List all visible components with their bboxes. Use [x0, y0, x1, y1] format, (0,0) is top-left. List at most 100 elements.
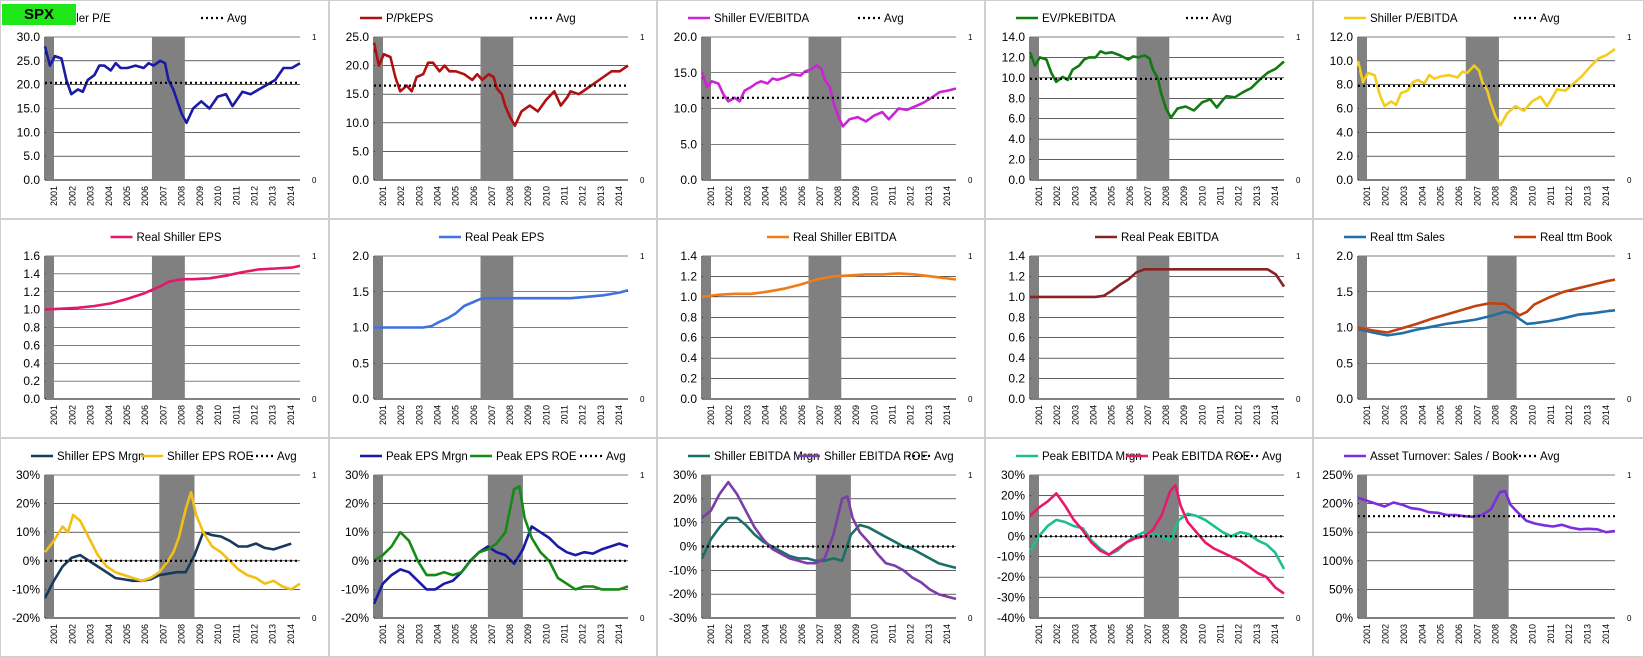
y-tick-label: -40%: [997, 611, 1025, 625]
y-tick-label: 30%: [1001, 468, 1025, 482]
x-tick-label: 2002: [67, 624, 77, 644]
x-tick-label: 2001: [1034, 186, 1044, 206]
y-tick-label: 0.0: [680, 392, 697, 406]
legend-label: EV/PkEBITDA: [1042, 13, 1116, 25]
y-tick-label: 0%: [23, 554, 41, 568]
legend-label: Peak EBITDA ROE: [1152, 451, 1251, 463]
x-tick-label: 2012: [249, 624, 259, 644]
x-tick-label: 2005: [122, 186, 132, 206]
y-tick-label: 25.0: [17, 54, 41, 68]
y-tick-label: -30%: [669, 611, 697, 625]
right-axis-label: 0: [312, 614, 317, 623]
series-line: [700, 516, 957, 570]
x-tick-label: 2005: [779, 405, 789, 425]
x-tick-label: 2002: [1381, 624, 1391, 644]
right-axis-label: 1: [968, 471, 973, 480]
x-tick-label: 2002: [1052, 405, 1062, 425]
right-axis-label: 0: [1296, 614, 1301, 623]
x-tick-label: 2002: [67, 186, 77, 206]
right-axis-label: 1: [1296, 471, 1301, 480]
y-tick-label: 100%: [1322, 554, 1353, 568]
recession-band: [1136, 37, 1170, 180]
chart-panel-7: 0.0 0.5 1.0 1.5 2.0 1 0 2001 2002 2003 2004 2005 200…: [329, 219, 657, 438]
chart-panel-12: -20% -10% 0% 10% 20% 30% 1 0 2001 2002 2003 2004 200…: [329, 438, 657, 657]
x-tick-label: 2010: [213, 624, 223, 644]
x-tick-label: 2007: [1143, 405, 1153, 425]
chart-svg: 0.0 0.2 0.4 0.6 0.8 1.0 1.2 1.4 1 0 2001 2002 2003 20…: [680, 232, 973, 425]
x-tick-label: 2004: [761, 624, 771, 644]
x-tick-label: 2013: [268, 186, 278, 206]
chart-svg: 0.0 0.2 0.4 0.6 0.8 1.0 1.2 1.4 1.6 1 0 2001 2002 200…: [23, 232, 317, 425]
y-tick-label: 10%: [345, 525, 369, 539]
y-tick-label: 15.0: [674, 66, 698, 80]
series-line: [701, 272, 957, 299]
chart-panel-8: 0.0 0.2 0.4 0.6 0.8 1.0 1.2 1.4 1 0 2001 2002 2003 20…: [657, 219, 985, 438]
x-tick-label: 2014: [1601, 186, 1611, 206]
y-tick-label: 20%: [16, 497, 40, 511]
right-axis-label: 1: [1627, 471, 1632, 480]
x-tick-label: 2003: [1399, 186, 1409, 206]
y-tick-label: 50%: [1329, 582, 1353, 596]
y-tick-label: 5.0: [23, 149, 40, 163]
x-tick-label: 2001: [49, 624, 59, 644]
x-tick-label: 2010: [541, 624, 551, 644]
legend-label: Shiller EBITDA Mrgn: [714, 451, 819, 463]
y-tick-label: 15.0: [17, 102, 41, 116]
recession-band: [375, 37, 383, 180]
y-tick-label: 2.0: [1336, 249, 1353, 263]
x-tick-label: 2008: [833, 186, 843, 206]
y-tick-label: 0.0: [352, 392, 369, 406]
recession-band: [1031, 475, 1039, 618]
x-tick-label: 2012: [1564, 624, 1574, 644]
x-tick-label: 2007: [815, 186, 825, 206]
series-line: [372, 42, 629, 127]
y-tick-label: 15.0: [346, 87, 370, 101]
x-tick-label: 2003: [86, 186, 96, 206]
x-tick-label: 2011: [560, 186, 570, 205]
right-axis-label: 1: [640, 252, 645, 261]
chart-svg: -40% -30% -20% -10% 0% 10% 20% 30% 1 0 2001 2002 200…: [997, 451, 1301, 644]
y-tick-label: 0.0: [352, 173, 369, 187]
y-tick-label: 5.0: [352, 144, 369, 158]
x-tick-label: 2014: [286, 624, 296, 644]
x-tick-label: 2005: [451, 186, 461, 206]
y-tick-label: -10%: [997, 550, 1025, 564]
legend-label: Avg: [884, 13, 904, 25]
y-tick-label: 0%: [680, 540, 698, 554]
y-tick-label: 0.0: [1008, 392, 1025, 406]
x-tick-label: 2013: [596, 405, 606, 425]
y-tick-label: 10%: [1001, 509, 1025, 523]
x-tick-label: 2012: [249, 186, 259, 206]
legend-label: Avg: [1212, 13, 1232, 25]
right-axis-label: 1: [1296, 33, 1301, 42]
y-tick-label: 0.0: [1336, 173, 1353, 187]
x-tick-label: 2012: [1564, 186, 1574, 206]
chart-svg: 0.0 5.0 10.0 15.0 20.0 25.0 1 0 2001 2002 2003 2004…: [346, 13, 645, 206]
series-line: [374, 289, 629, 329]
y-tick-label: 2.0: [352, 249, 369, 263]
x-tick-label: 2010: [541, 186, 551, 206]
right-axis-label: 1: [1296, 252, 1301, 261]
x-tick-label: 2003: [1070, 186, 1080, 206]
y-tick-label: -20%: [997, 570, 1025, 584]
y-tick-label: 1.4: [1008, 249, 1025, 263]
x-tick-label: 2002: [1052, 624, 1062, 644]
series-line: [372, 525, 629, 605]
x-tick-label: 2008: [1491, 405, 1501, 425]
x-tick-label: 2007: [158, 405, 168, 425]
x-tick-label: 2004: [1089, 186, 1099, 206]
chart-panel-11: -20% -10% 0% 10% 20% 30% 1 0 2001 2002 2003 2004 200…: [0, 438, 329, 657]
x-tick-label: 2011: [1216, 624, 1226, 643]
recession-band: [1031, 256, 1039, 399]
chart-panel-5: 0.0 2.0 4.0 6.0 8.0 10.0 12.0 1 0 2001 2002 2003 200…: [1313, 0, 1644, 219]
right-axis-label: 0: [312, 176, 317, 185]
x-tick-label: 2004: [1417, 186, 1427, 206]
series-line: [1030, 267, 1286, 299]
recession-band: [1473, 475, 1509, 618]
x-tick-label: 2013: [1582, 624, 1592, 644]
x-tick-label: 2008: [177, 405, 187, 425]
x-tick-label: 2004: [761, 405, 771, 425]
x-tick-label: 2009: [195, 186, 205, 206]
x-tick-label: 2008: [1161, 405, 1171, 425]
chart-svg: 0.0 0.2 0.4 0.6 0.8 1.0 1.2 1.4 1 0 2001 2002 2003 20…: [1008, 232, 1301, 425]
